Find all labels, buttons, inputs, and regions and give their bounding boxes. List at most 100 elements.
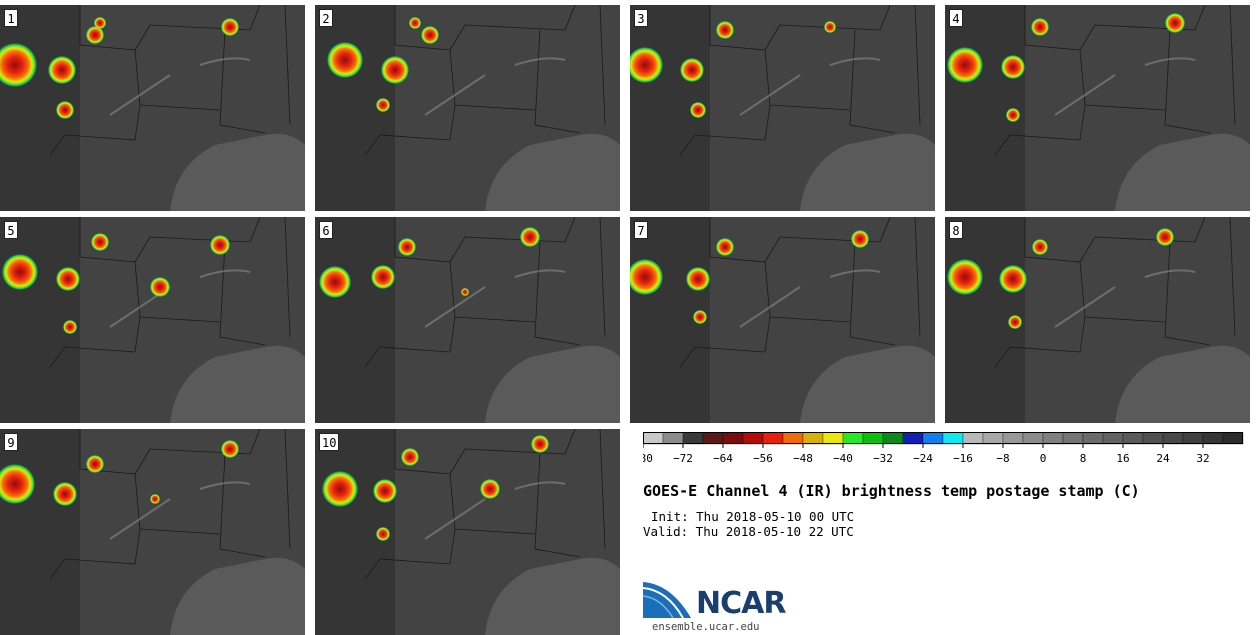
storm-cell <box>53 482 77 506</box>
colorbar-tick-label: −40 <box>833 452 853 465</box>
map-panel-7: 7 <box>630 217 935 423</box>
colorbar-bin <box>1222 432 1244 445</box>
colorbar-bin <box>682 432 704 445</box>
storm-cell <box>1008 315 1022 329</box>
storm-cell <box>693 310 707 324</box>
gulf-of-mexico <box>170 133 305 211</box>
map-panel-8: 8 <box>945 217 1250 423</box>
colorbar-tick-label: −48 <box>793 452 813 465</box>
colorbar-tick-label: −24 <box>913 452 933 465</box>
colorbar-frame <box>643 432 1243 444</box>
colorbar-bin <box>942 432 964 445</box>
colorbar-tick-label: 32 <box>1196 452 1209 465</box>
colorbar-tick-label: −56 <box>753 452 773 465</box>
colorbar-bin <box>722 432 744 445</box>
storm-cell <box>401 448 419 466</box>
cirrus-streaks <box>109 57 251 116</box>
storm-cell <box>686 267 710 291</box>
map-ir-field <box>0 217 305 423</box>
storm-cell <box>630 259 663 295</box>
gulf-of-mexico <box>170 557 305 635</box>
storm-cell <box>947 47 983 83</box>
state-boundaries <box>364 429 606 580</box>
cirrus-streaks <box>109 481 251 540</box>
storm-cell <box>221 18 239 36</box>
map-ir-field <box>315 217 620 423</box>
colorbar-bin <box>842 432 864 445</box>
panel-label: 2 <box>319 9 333 27</box>
storm-cell <box>690 102 706 118</box>
colorbar-bin <box>1162 432 1184 445</box>
storm-cell <box>221 440 239 458</box>
storm-cell <box>91 233 109 251</box>
storm-cell <box>319 266 351 298</box>
colorbar-tick-label: −32 <box>873 452 893 465</box>
cirrus-streaks <box>1054 57 1196 116</box>
map-ir-field <box>0 429 305 635</box>
colorbar-tick-label: 24 <box>1156 452 1170 465</box>
map-panel-4: 4 <box>945 5 1250 211</box>
storm-cell <box>56 267 80 291</box>
figure-title: GOES-E Channel 4 (IR) brightness temp po… <box>643 482 1140 500</box>
state-boundaries <box>679 5 921 156</box>
gulf-of-mexico <box>800 133 935 211</box>
colorbar-bin <box>882 432 904 445</box>
panel-label: 5 <box>4 221 18 239</box>
panel-label: 3 <box>634 9 648 27</box>
map-panel-10: 10 <box>315 429 620 635</box>
storm-cell <box>322 471 358 507</box>
map-ir-field <box>315 5 620 211</box>
gulf-of-mexico <box>170 345 305 423</box>
storm-cell <box>150 494 160 504</box>
map-panel-9: 9 <box>0 429 305 635</box>
storm-cell <box>210 235 230 255</box>
western-region <box>315 217 395 423</box>
colorbar-bin <box>662 432 684 445</box>
colorbar-tick-label: 8 <box>1080 452 1087 465</box>
storm-cell <box>0 43 37 87</box>
storm-cell <box>150 277 170 297</box>
colorbar-bin <box>1102 432 1124 445</box>
map-panel-5: 5 <box>0 217 305 423</box>
storm-cell <box>63 320 77 334</box>
cirrus-streaks <box>424 481 566 540</box>
gulf-of-mexico <box>1115 133 1250 211</box>
storm-cell <box>1006 108 1020 122</box>
state-boundaries <box>49 217 291 368</box>
site-url: ensemble.ucar.edu <box>652 621 760 633</box>
storm-cell <box>376 98 390 112</box>
colorbar-bin <box>1122 432 1144 445</box>
colorbar-bin <box>742 432 764 445</box>
colorbar-bin <box>1002 432 1024 445</box>
map-ir-field <box>630 217 935 423</box>
storm-cell <box>421 26 439 44</box>
storm-cell <box>373 479 397 503</box>
gulf-of-mexico <box>485 345 620 423</box>
gulf-of-mexico <box>485 133 620 211</box>
panel-label: 7 <box>634 221 648 239</box>
colorbar-tick-label: −8 <box>996 452 1009 465</box>
storm-cell <box>1001 55 1025 79</box>
storm-cell <box>461 288 469 296</box>
state-boundaries <box>994 217 1236 368</box>
storm-cell <box>1031 18 1049 36</box>
map-ir-field <box>0 5 305 211</box>
storm-cell <box>531 435 549 453</box>
storm-cell <box>1032 239 1048 255</box>
storm-cell <box>86 26 104 44</box>
state-boundaries <box>679 217 921 368</box>
storm-cell <box>371 265 395 289</box>
storm-cell <box>680 58 704 82</box>
panel-label: 8 <box>949 221 963 239</box>
colorbar-bin <box>822 432 844 445</box>
storm-cell <box>716 21 734 39</box>
state-boundaries <box>49 429 291 580</box>
western-region <box>0 217 80 423</box>
storm-cell <box>376 527 390 541</box>
storm-cell <box>327 42 363 78</box>
init-time: Init: Thu 2018-05-10 00 UTC <box>651 509 855 524</box>
colorbar-tick-label: 16 <box>1116 452 1129 465</box>
gulf-of-mexico <box>800 345 935 423</box>
cirrus-streaks <box>739 269 881 328</box>
